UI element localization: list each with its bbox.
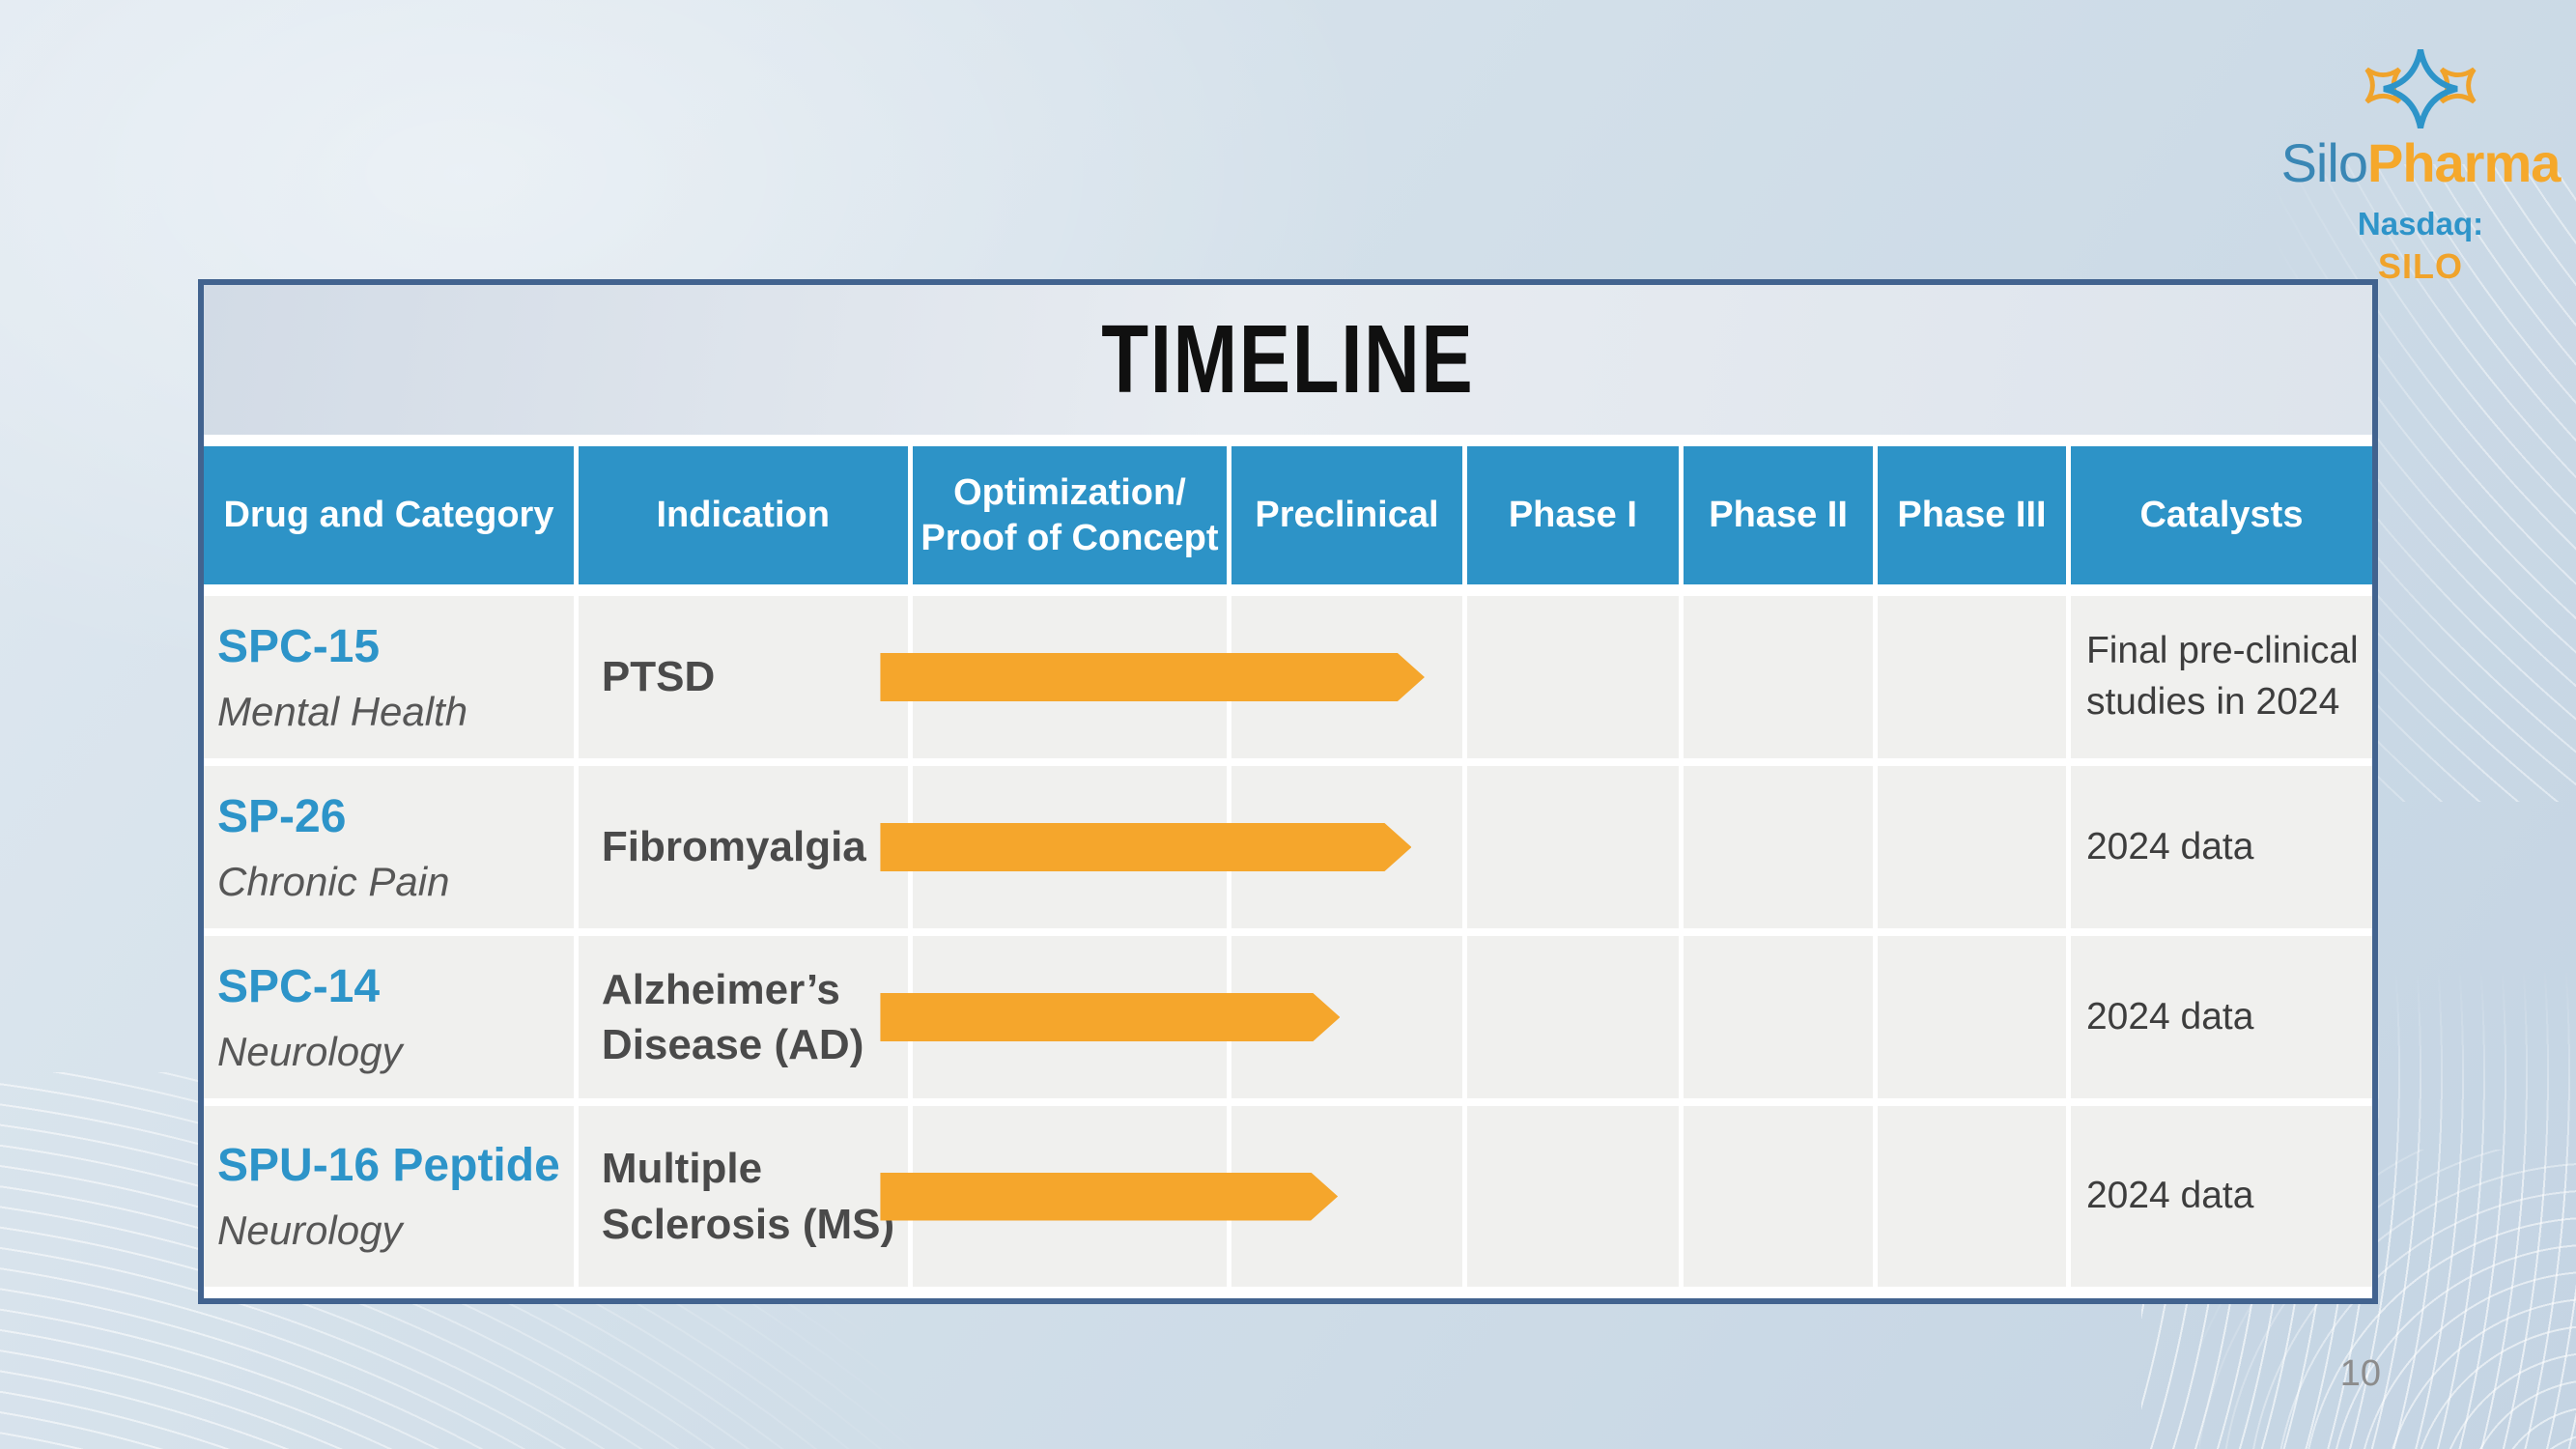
column-header-drug-category: Drug and Category	[204, 446, 574, 584]
drug-category: Neurology	[217, 1208, 403, 1253]
column-header-phase-3: Phase III	[1878, 446, 2066, 584]
page-number: 10	[2339, 1353, 2381, 1394]
indication: Multiple Sclerosis (MS)	[601, 1145, 895, 1248]
ticker-symbol: SILO	[2377, 245, 2463, 286]
timeline-table: TIMELINE Drug and Category Indication Op…	[198, 279, 2378, 1304]
drug-name: SPC-14	[217, 960, 381, 1012]
drug-category: Chronic Pain	[217, 858, 450, 904]
indication: Fibromyalgia	[601, 823, 866, 871]
nasdaq-label: Nasdaq:	[2357, 205, 2484, 242]
phase-cell-phase-2	[1684, 766, 1874, 928]
drug-cell: SPC-15 Mental Health	[204, 596, 574, 758]
column-header-optimization: Optimization/ Proof of Concept	[912, 446, 1228, 584]
timeline-arrow	[880, 823, 1411, 871]
table-title-band: TIMELINE	[204, 285, 2372, 435]
drug-name: SPC-15	[217, 620, 381, 672]
catalyst-text: Final pre-clinical studies in 2024	[2085, 630, 2359, 723]
table-row-spu-16: SPU-16 Peptide Neurology Multiple Sclero…	[204, 1106, 2372, 1287]
column-header-phase-1: Phase I	[1466, 446, 1680, 584]
table-row-spc-15: SPC-15 Mental Health PTSD Final pre-clin…	[204, 596, 2372, 758]
phase-cell-phase-3	[1878, 596, 2066, 758]
drug-cell: SP-26 Chronic Pain	[204, 766, 574, 928]
phase-cell-phase-1	[1466, 596, 1680, 758]
indication-cell: Multiple Sclerosis (MS)	[578, 1106, 908, 1287]
brand-wordmark: SiloPharma	[2261, 132, 2576, 193]
drug-category: Mental Health	[217, 688, 468, 734]
column-header-phase-2: Phase II	[1684, 446, 1874, 584]
phase-cell-phase-1	[1466, 766, 1680, 928]
column-header-indication: Indication	[578, 446, 908, 584]
phase-cell-phase-3	[1878, 766, 2066, 928]
column-header-preclinical: Preclinical	[1231, 446, 1462, 584]
brand-silo: Silo	[2280, 132, 2368, 193]
indication-cell: Fibromyalgia	[578, 766, 908, 928]
timeline-arrow	[880, 993, 1340, 1041]
phase-cell-phase-2	[1684, 936, 1874, 1098]
drug-name: SP-26	[217, 790, 347, 842]
catalyst-cell: 2024 data	[2070, 766, 2372, 928]
drug-name: SPU-16 Peptide	[217, 1140, 560, 1191]
table-row-sp-26: SP-26 Chronic Pain Fibromyalgia 2024 dat…	[204, 766, 2372, 928]
column-header-catalysts: Catalysts	[2070, 446, 2372, 584]
table-title: TIMELINE	[1101, 305, 1475, 413]
indication: PTSD	[601, 653, 716, 701]
phase-cell-phase-2	[1684, 596, 1874, 758]
indication-cell: Alzheimer’s Disease (AD)	[578, 936, 908, 1098]
table-header-row: Drug and Category Indication Optimizatio…	[204, 446, 2372, 584]
phase-cell-phase-3	[1878, 1106, 2066, 1287]
catalyst-cell: 2024 data	[2070, 1106, 2372, 1287]
catalyst-cell: Final pre-clinical studies in 2024	[2070, 596, 2372, 758]
starburst-icon	[2364, 48, 2477, 129]
drug-category: Neurology	[217, 1028, 403, 1074]
brand-pharma: Pharma	[2366, 132, 2561, 193]
catalyst-text: 2024 data	[2085, 995, 2254, 1037]
phase-cell-phase-2	[1684, 1106, 1874, 1287]
timeline-arrow	[880, 653, 1424, 701]
phase-cell-phase-1	[1466, 1106, 1680, 1287]
table-row-spc-14: SPC-14 Neurology Alzheimer’s Disease (AD…	[204, 936, 2372, 1098]
indication: Alzheimer’s Disease (AD)	[601, 965, 864, 1068]
logo: SiloPharma Nasdaq: SILO	[2261, 46, 2576, 287]
drug-cell: SPU-16 Peptide Neurology	[204, 1106, 574, 1287]
catalyst-text: 2024 data	[2085, 1175, 2254, 1217]
phase-cell-phase-3	[1878, 936, 2066, 1098]
catalyst-cell: 2024 data	[2070, 936, 2372, 1098]
indication-cell: PTSD	[578, 596, 908, 758]
catalyst-text: 2024 data	[2085, 825, 2254, 867]
timeline-arrow	[880, 1173, 1338, 1221]
phase-cell-phase-1	[1466, 936, 1680, 1098]
drug-cell: SPC-14 Neurology	[204, 936, 574, 1098]
